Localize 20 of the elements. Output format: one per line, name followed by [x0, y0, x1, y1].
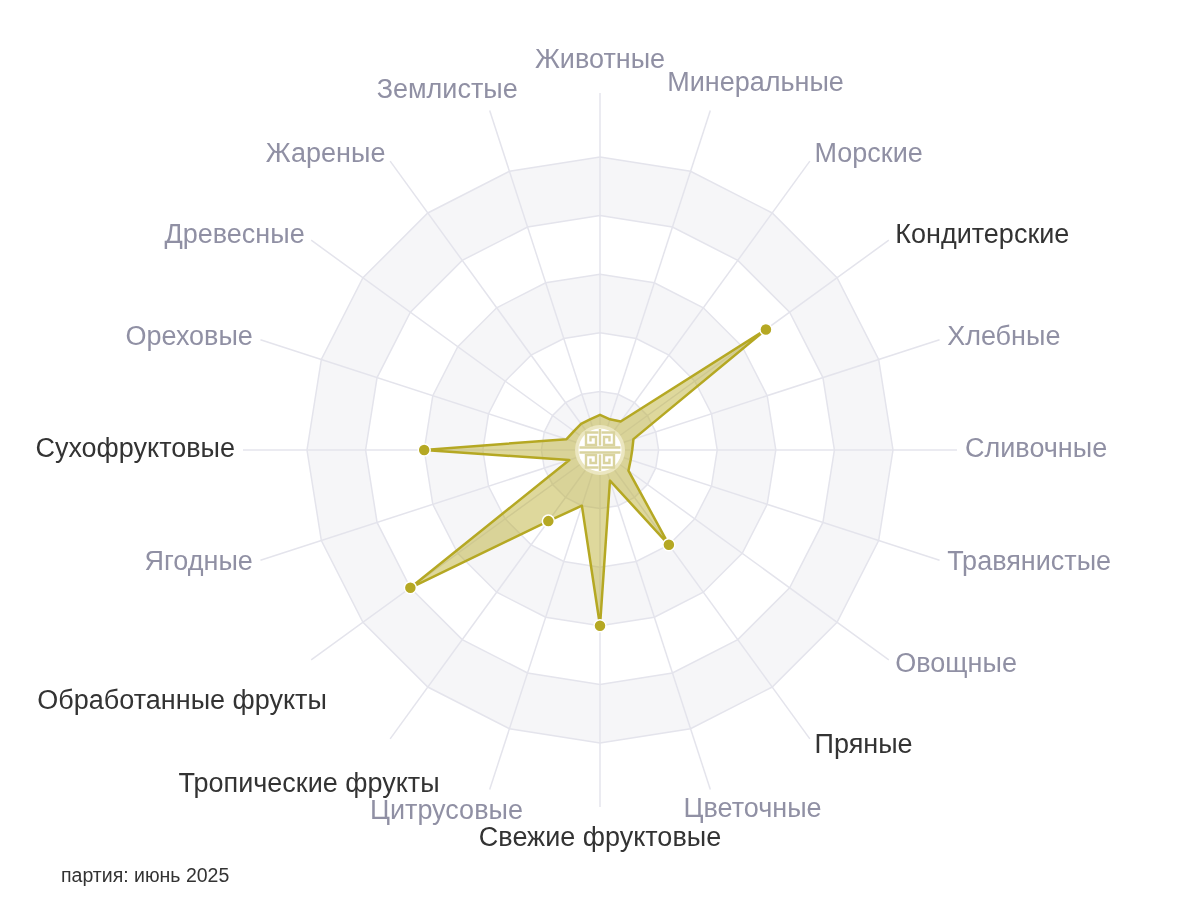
spoke-label: Морские [814, 138, 923, 169]
spoke-label: Цветочные [683, 792, 822, 823]
spoke-label: Жареные [265, 138, 386, 169]
text: партия: июнь 2025 [61, 863, 230, 888]
spoke-label: Свежие фруктовые [478, 822, 722, 853]
spoke-label: Пряные [814, 728, 913, 759]
spoke-label: Сливочные [965, 433, 1108, 464]
spoke-label: Овощные [895, 647, 1017, 678]
spoke-label: Ореховые [125, 320, 253, 351]
spoke-label: Животные [534, 44, 666, 75]
spoke-label: Минеральные [667, 67, 844, 98]
spoke-label: Обработанные фрукты [37, 684, 327, 715]
spoke-label: Древесные [164, 218, 305, 249]
spoke-label: Землистые [376, 73, 518, 104]
spoke-label: Кондитерские [895, 218, 1070, 249]
spoke-label: Тропические фрукты [178, 768, 440, 799]
spoke-label: Травянистые [947, 546, 1112, 577]
spoke-label: Сухофруктовые [35, 433, 235, 464]
spoke-label: Хлебные [947, 320, 1061, 351]
spoke-label: Ягодные [144, 546, 253, 577]
